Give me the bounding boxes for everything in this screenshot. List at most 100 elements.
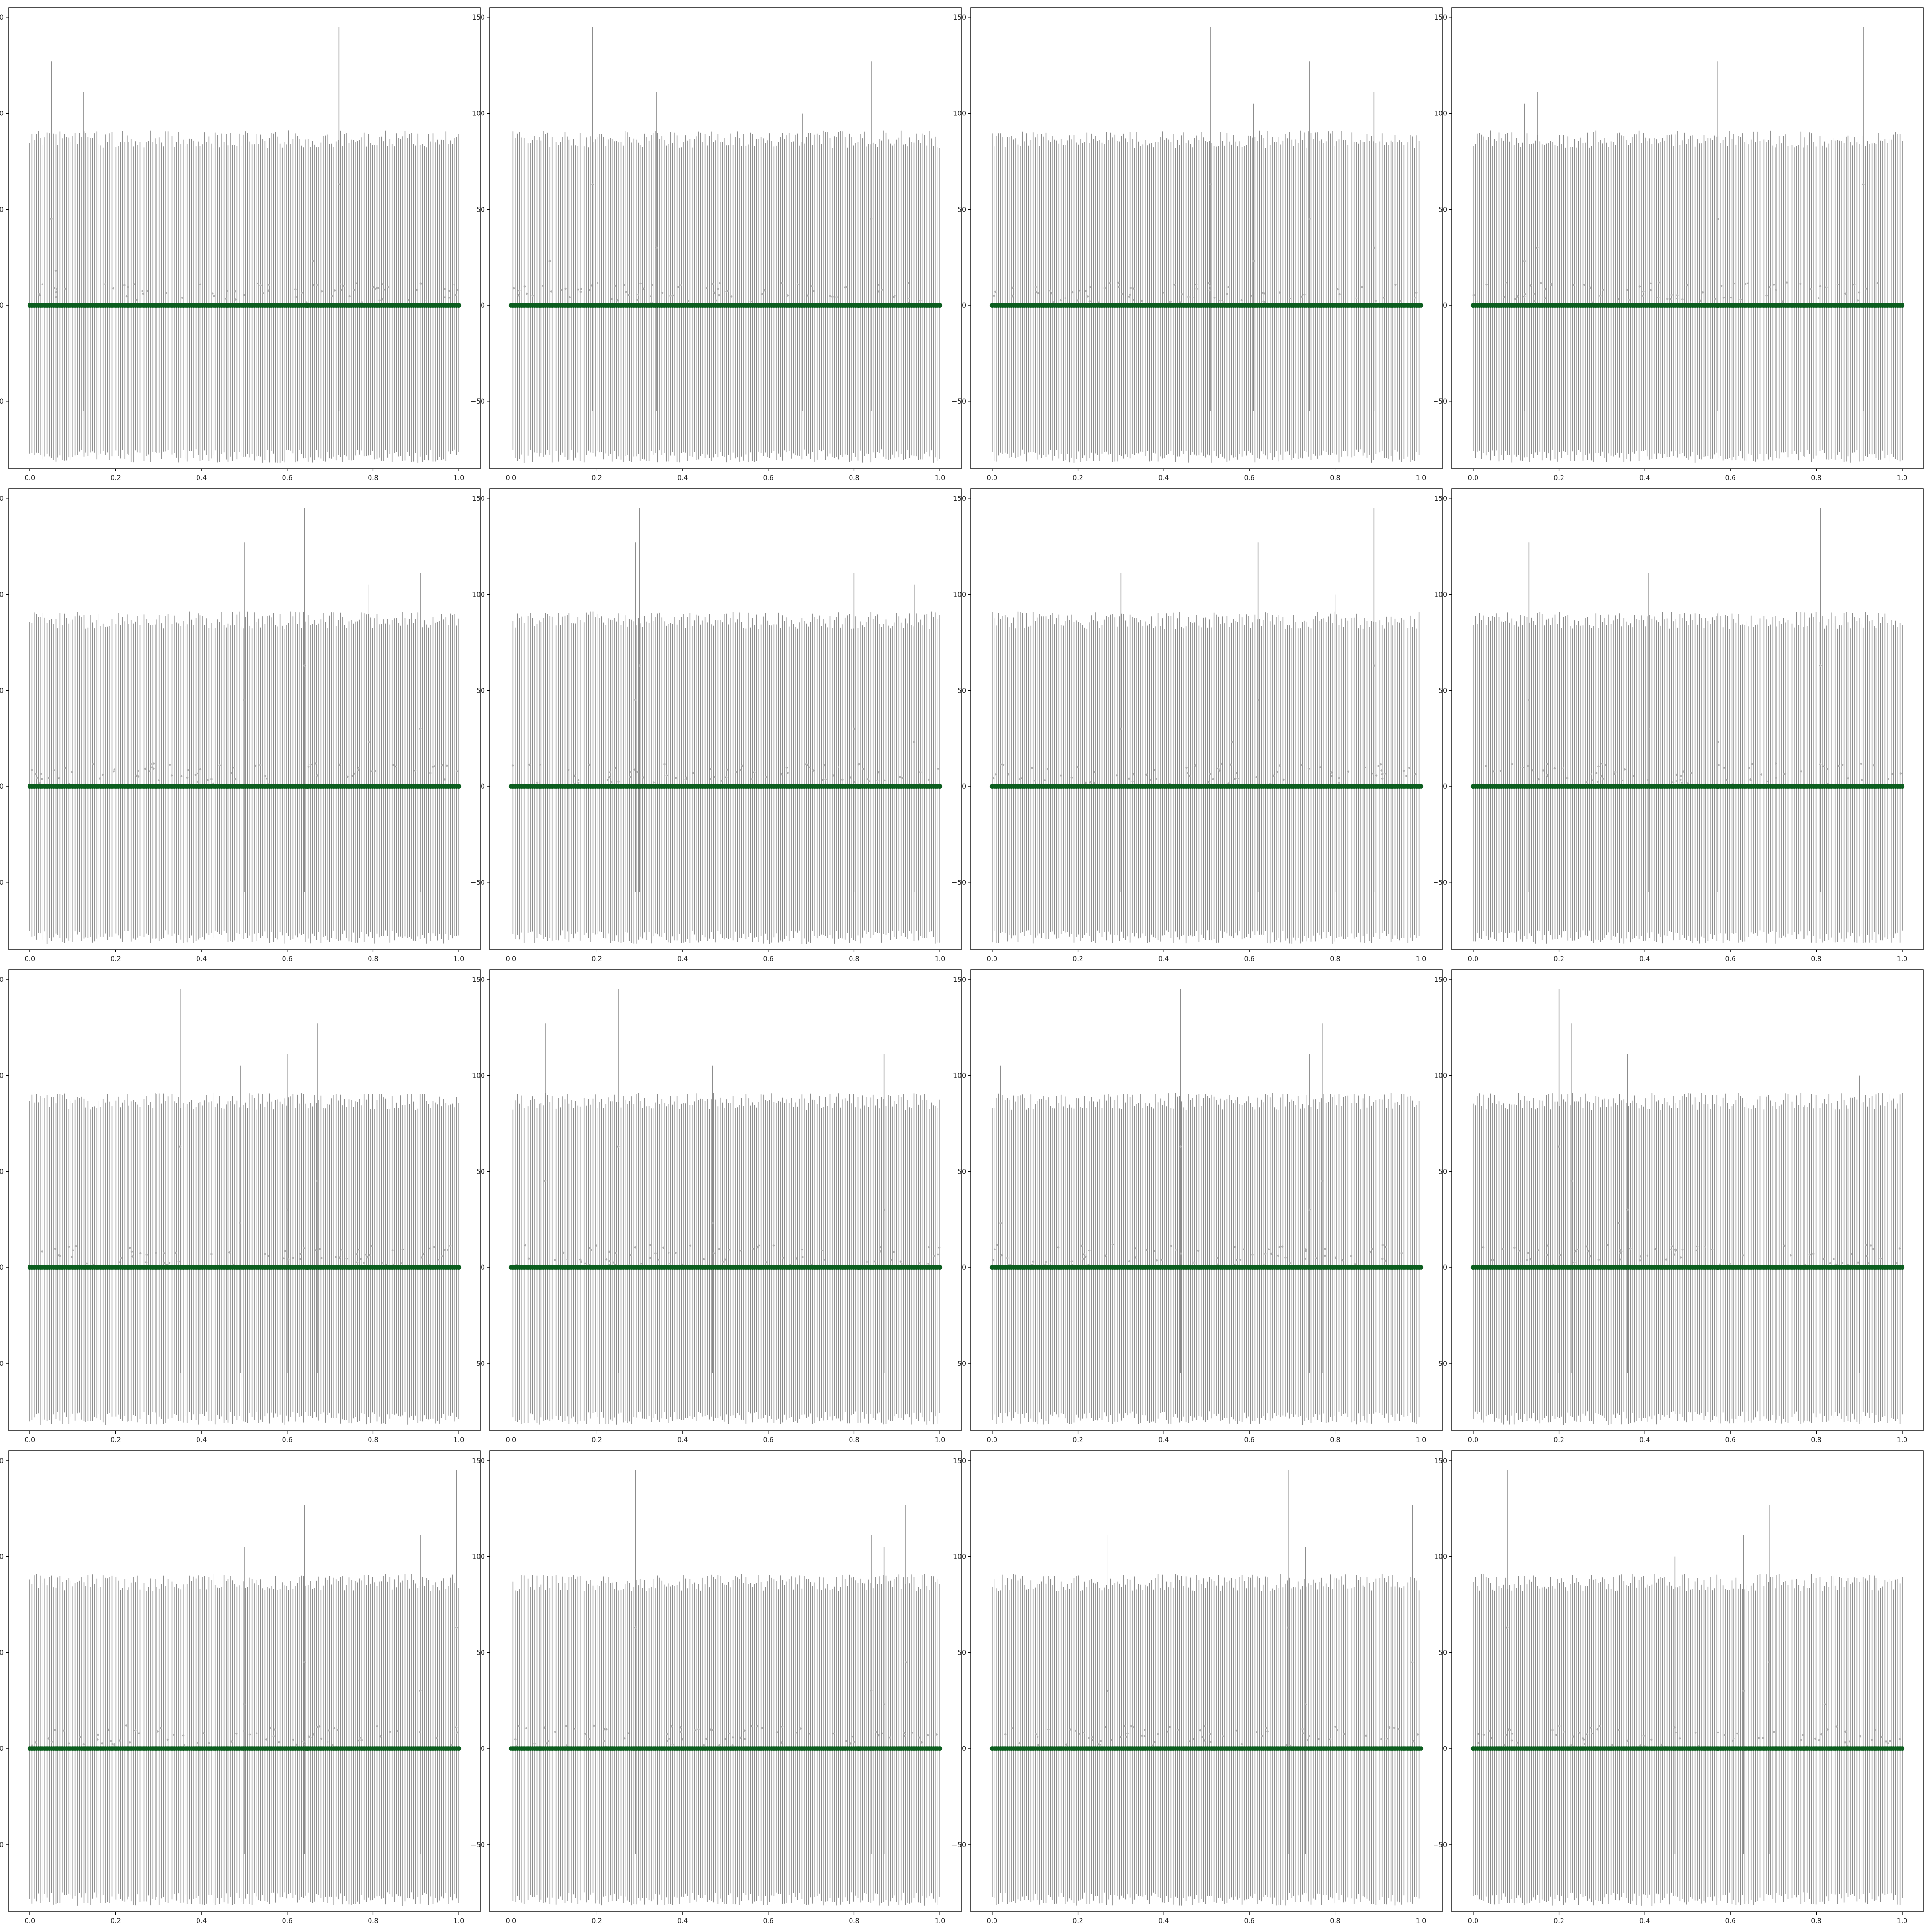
faint-point [1586, 781, 1588, 784]
faint-point [662, 1246, 665, 1249]
outlier-point [853, 727, 855, 730]
faint-point [1514, 298, 1517, 300]
faint-point [595, 1244, 597, 1247]
faint-point [1765, 294, 1768, 297]
y-tick-label: 0 [0, 783, 4, 791]
faint-point [71, 1256, 73, 1258]
faint-point [351, 775, 354, 778]
faint-point [1035, 290, 1037, 293]
faint-point [710, 778, 712, 780]
faint-point [642, 776, 644, 779]
faint-point [1049, 289, 1051, 292]
faint-point [1521, 766, 1524, 769]
y-tick-label: 0 [1443, 783, 1447, 791]
x-tick-label: 0.8 [1811, 955, 1821, 963]
x-tick-label: 1.0 [1416, 955, 1426, 963]
faint-point [806, 763, 809, 766]
y-tick-label: 150 [0, 14, 4, 22]
faint-point [1381, 773, 1384, 776]
faint-point [145, 1253, 148, 1256]
faint-point [259, 284, 262, 287]
faint-point [194, 774, 197, 776]
faint-point [786, 772, 789, 774]
faint-point [1168, 301, 1170, 303]
faint-point [287, 1258, 290, 1261]
faint-point [355, 282, 357, 284]
x-tick-label: 1.0 [454, 474, 464, 482]
faint-point [854, 781, 856, 783]
faint-point [763, 289, 766, 292]
outlier-point [419, 727, 422, 730]
faint-point [901, 777, 904, 779]
faint-point [449, 1245, 452, 1247]
faint-point [564, 287, 567, 290]
faint-point [1109, 282, 1111, 284]
faint-point [577, 779, 580, 781]
faint-point [1094, 781, 1096, 784]
data-points [508, 1265, 943, 1270]
faint-point [609, 771, 611, 774]
faint-point [813, 290, 815, 292]
data-points [27, 303, 462, 308]
x-tick-label: 0.2 [591, 955, 602, 963]
faint-point [370, 1245, 373, 1247]
faint-point [1012, 294, 1014, 297]
faint-point [1044, 779, 1046, 781]
faint-point [1380, 769, 1383, 772]
faint-point [719, 282, 721, 284]
outlier-point [1819, 664, 1822, 667]
faint-point [900, 1263, 903, 1265]
faint-point [919, 771, 922, 773]
faint-point [267, 289, 270, 292]
outlier-point [1373, 664, 1375, 667]
faint-point [1773, 284, 1775, 286]
faint-point [518, 289, 521, 292]
faint-point [123, 284, 126, 286]
faint-point [1527, 765, 1529, 767]
outlier-point [54, 270, 57, 272]
faint-point [365, 1253, 368, 1256]
faint-point [1826, 768, 1828, 770]
faint-point [801, 1256, 804, 1258]
x-tick-label: 0.4 [1158, 474, 1169, 482]
faint-point [636, 771, 639, 773]
data-point [456, 1265, 462, 1270]
faint-point [419, 282, 422, 284]
faint-point [1383, 297, 1385, 299]
faint-point [562, 1251, 565, 1254]
faint-point [71, 771, 73, 773]
faint-point [261, 292, 264, 294]
faint-point [243, 294, 246, 296]
faint-point [267, 1255, 269, 1257]
y-tick-label: −50 [0, 1360, 4, 1368]
faint-point [142, 292, 144, 295]
faint-point [315, 762, 317, 765]
faint-point [340, 289, 342, 291]
faint-point [1208, 282, 1211, 284]
faint-point [1681, 298, 1684, 301]
outlier-point [239, 1222, 242, 1225]
faint-point [360, 301, 363, 304]
faint-point [37, 293, 40, 295]
x-tick-label: 0.0 [506, 474, 516, 482]
faint-point [1865, 287, 1867, 290]
faint-point [579, 291, 582, 293]
faint-point [1408, 767, 1411, 769]
faint-point [187, 769, 189, 772]
faint-point [1230, 763, 1232, 766]
faint-point [1077, 299, 1079, 302]
faint-point [1589, 286, 1591, 289]
x-tick-label: 1.0 [454, 1436, 464, 1444]
faint-point [1154, 769, 1156, 772]
faint-point [1129, 293, 1131, 296]
faint-point [391, 1249, 394, 1251]
faint-point [1760, 773, 1762, 776]
faint-point [1140, 300, 1143, 302]
faint-point [1364, 766, 1366, 769]
faint-point [890, 1259, 893, 1261]
faint-point [1799, 283, 1802, 285]
outlier-point [1528, 698, 1530, 701]
faint-point [1666, 298, 1669, 300]
faint-point [1818, 297, 1820, 299]
y-tick-label: 150 [472, 14, 485, 22]
